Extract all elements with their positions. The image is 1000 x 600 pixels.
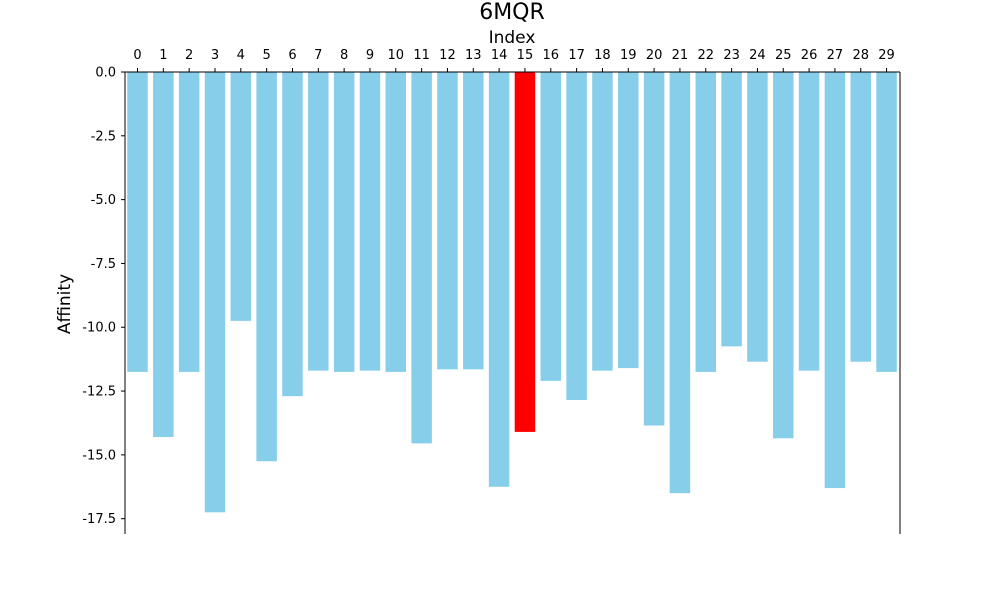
- bar-21: [669, 72, 691, 494]
- y-tick-label: -12.5: [82, 385, 116, 400]
- bar-29: [876, 72, 897, 372]
- bar-23: [721, 72, 742, 347]
- y-tick-label: -7.5: [91, 257, 116, 272]
- bar-20: [643, 72, 665, 426]
- x-tick-label: 0: [133, 48, 141, 63]
- x-tick-label: 25: [775, 48, 792, 63]
- y-tick-label: -2.5: [91, 129, 116, 144]
- x-tick-label: 6: [288, 48, 296, 63]
- x-tick-label: 15: [517, 48, 534, 63]
- bar-18: [592, 72, 613, 371]
- y-tick-label: -5.0: [91, 193, 116, 208]
- y-axis-label: Affinity: [55, 274, 75, 334]
- x-tick-label: 7: [314, 48, 322, 63]
- bar-14: [488, 72, 510, 487]
- y-tick-label: 0.0: [95, 66, 116, 81]
- x-tick-label: 28: [852, 48, 869, 63]
- x-tick-label: 26: [801, 48, 818, 63]
- bar-7: [308, 72, 329, 371]
- bar-26: [798, 72, 820, 371]
- bar-17: [566, 72, 587, 400]
- axes-layer: 0 1 2 3 4 5 6 7 8 9 10 11 12 13 14 15 16 17 18 19 20 21 22 23 24…: [82, 48, 901, 534]
- x-tick-label: 18: [594, 48, 611, 63]
- x-tick-label: 29: [878, 48, 895, 63]
- y-tick-label: -10.0: [82, 321, 116, 336]
- chart-title: 6MQR: [479, 0, 545, 25]
- x-axis-label: Index: [489, 28, 536, 48]
- x-tick-label: 27: [827, 48, 844, 63]
- x-tick-label: 17: [568, 48, 585, 63]
- x-tick-label: 19: [620, 48, 637, 63]
- x-tick-label: 12: [439, 48, 456, 63]
- bar-16: [540, 72, 562, 381]
- bar-27: [824, 72, 846, 489]
- bar-9: [359, 72, 381, 371]
- x-tick-label: 16: [543, 48, 560, 63]
- bar-5: [256, 72, 277, 462]
- bar-25: [773, 72, 794, 439]
- x-tick-label: 8: [340, 48, 348, 63]
- bar-8: [333, 72, 355, 372]
- x-tick-label: 3: [211, 48, 219, 63]
- x-tick-label: 23: [723, 48, 740, 63]
- bar-6: [282, 72, 303, 397]
- y-tick-label: -15.0: [82, 448, 116, 463]
- x-tick-label: 13: [465, 48, 482, 63]
- y-tick-label: -17.5: [82, 512, 116, 527]
- bar-1: [153, 72, 174, 438]
- x-tick-label: 4: [237, 48, 245, 63]
- bar-3: [204, 72, 226, 513]
- x-tick-label: 10: [388, 48, 405, 63]
- x-tick-label: 20: [646, 48, 663, 63]
- bar-12: [437, 72, 458, 370]
- bar-11: [411, 72, 432, 444]
- bar-0: [127, 72, 148, 372]
- x-tick-label: 2: [185, 48, 193, 63]
- bar-22: [695, 72, 717, 372]
- bar-2: [178, 72, 200, 372]
- x-tick-label: 5: [263, 48, 271, 63]
- x-tick-label: 21: [672, 48, 689, 63]
- bar-15: [514, 72, 536, 432]
- x-tick-label: 24: [749, 48, 766, 63]
- bar-13: [463, 72, 484, 370]
- x-tick-label: 9: [366, 48, 374, 63]
- bars-layer: [127, 72, 897, 513]
- bar-10: [385, 72, 407, 372]
- bar-28: [850, 72, 871, 362]
- x-tick-label: 11: [413, 48, 430, 63]
- bar-4: [230, 72, 252, 321]
- x-tick-label: 22: [697, 48, 714, 63]
- x-tick-label: 1: [159, 48, 167, 63]
- x-tick-label: 14: [491, 48, 508, 63]
- bar-24: [747, 72, 768, 362]
- bar-19: [618, 72, 639, 369]
